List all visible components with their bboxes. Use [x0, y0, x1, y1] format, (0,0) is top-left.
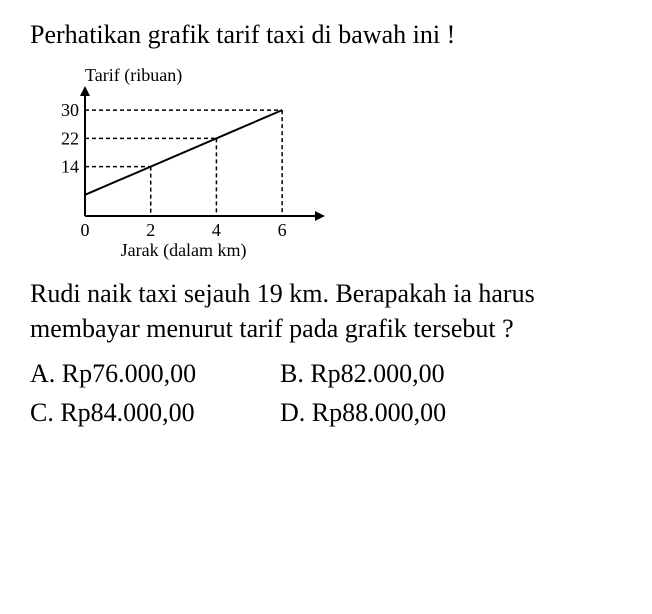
option-d: D. Rp88.000,00 [280, 393, 530, 432]
option-b: B. Rp82.000,00 [280, 354, 530, 393]
svg-text:30: 30 [61, 100, 79, 120]
problem-title: Perhatikan grafik tarif taxi di bawah in… [30, 20, 622, 50]
svg-text:4: 4 [212, 220, 221, 240]
svg-text:14: 14 [61, 157, 79, 177]
svg-text:0: 0 [81, 220, 90, 240]
question-text: Rudi naik taxi sejauh 19 km. Berapakah i… [30, 276, 622, 346]
svg-text:2: 2 [146, 220, 155, 240]
option-a: A. Rp76.000,00 [30, 354, 280, 393]
tariff-chart: 14 22 30 0 2 4 6 Jarak (dalam km) [50, 86, 330, 261]
svg-text:Jarak (dalam km): Jarak (dalam km) [121, 240, 247, 261]
svg-text:22: 22 [61, 128, 79, 148]
chart-container: Tarif (ribuan) 14 22 30 0 2 4 6 Jarak (dalam km… [50, 65, 622, 266]
option-c: C. Rp84.000,00 [30, 393, 280, 432]
svg-text:6: 6 [278, 220, 287, 240]
answer-options: A. Rp76.000,00 B. Rp82.000,00 C. Rp84.00… [30, 354, 622, 432]
y-axis-label: Tarif (ribuan) [85, 65, 622, 86]
